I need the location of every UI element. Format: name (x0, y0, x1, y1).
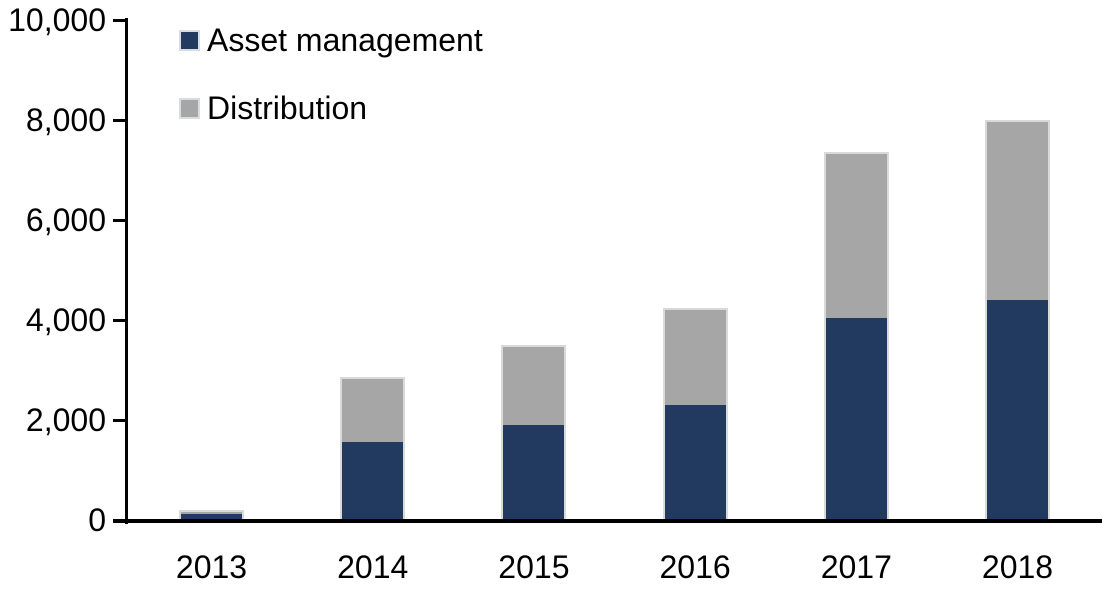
y-tick-mark (113, 418, 125, 422)
y-tick-label: 4,000 (25, 302, 106, 338)
y-tick-label: 2,000 (25, 402, 106, 438)
legend-item-asset-management: Asset management (179, 21, 483, 59)
bar-segment-distribution-2016 (662, 307, 728, 405)
legend-item-distribution: Distribution (179, 89, 367, 127)
y-tick-label: 8,000 (25, 102, 106, 138)
x-tick-label: 2018 (981, 549, 1054, 585)
legend-label-asset-management: Asset management (207, 22, 483, 58)
y-tick-label: 10,000 (8, 2, 106, 38)
legend-swatch-distribution (179, 97, 200, 119)
legend-swatch-asset-management (179, 29, 200, 51)
bar-segment-asset-management-2014 (340, 442, 406, 522)
y-tick-label: 0 (88, 502, 106, 538)
bar-segment-asset-management-2017 (823, 318, 889, 522)
x-tick-label: 2014 (337, 549, 409, 585)
bar-segment-asset-management-2016 (662, 404, 728, 522)
bar-segment-asset-management-2018 (985, 300, 1050, 522)
x-tick-label: 2016 (659, 549, 731, 585)
bar-segment-distribution-2017 (823, 152, 889, 318)
bar-segment-distribution-2013 (179, 509, 244, 514)
y-tick-mark (113, 118, 125, 122)
bar-segment-distribution-2015 (501, 345, 567, 425)
bar-segment-distribution-2014 (340, 377, 406, 442)
bar-segment-asset-management-2013 (179, 514, 244, 522)
bar-segment-distribution-2018 (985, 120, 1050, 300)
y-tick-mark (113, 318, 125, 322)
legend-label-distribution: Distribution (207, 90, 368, 126)
x-tick-label: 2013 (175, 549, 248, 585)
x-axis-line (113, 519, 1102, 523)
bar-segment-asset-management-2015 (501, 425, 567, 522)
x-tick-label: 2017 (820, 549, 892, 585)
y-tick-mark (113, 218, 125, 222)
y-tick-mark (113, 18, 125, 22)
y-tick-label: 6,000 (25, 202, 106, 238)
y-axis-line (125, 18, 128, 524)
x-tick-label: 2015 (498, 549, 570, 585)
